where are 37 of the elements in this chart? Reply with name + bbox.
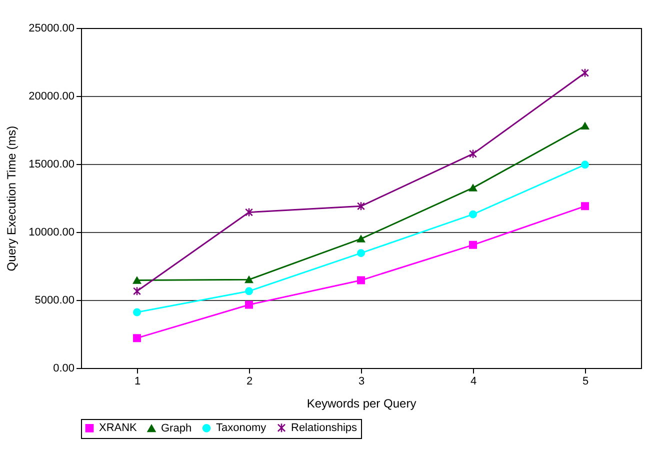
y-tick-label: 15000.00 [28,158,74,170]
point [132,286,142,296]
y-tick-label: 20000.00 [28,90,74,102]
x-tick-label: 4 [470,376,477,388]
point [356,235,366,242]
y-tick-label: 5000.00 [34,294,74,306]
point [468,149,478,158]
point [468,240,478,249]
point [356,201,366,211]
point [132,276,142,284]
y-axis-title: Query Execution Time (ms) [4,126,19,272]
x-tick-label: 5 [582,376,589,388]
legend-label: XRANK [99,422,138,434]
y-tick-label: 25000.00 [28,22,74,34]
point [468,210,478,218]
point [580,202,590,210]
legend-label: Graph [161,422,192,434]
legend-label: Relationships [291,422,358,434]
point [356,276,366,284]
point [244,287,254,296]
x-axis-title: Keywords per Query [306,396,416,410]
point [132,308,142,316]
point [580,122,590,130]
point [356,249,366,258]
point [244,276,254,284]
x-tick-label: 3 [358,376,365,388]
y-tick-label: 10000.00 [28,226,74,238]
point [244,208,254,217]
x-tick-label: 2 [246,376,253,388]
point [244,300,254,309]
y-tick-label: 0.00 [53,362,74,374]
point [132,334,142,342]
point [580,68,590,78]
point [580,160,590,169]
x-tick-label: 1 [134,376,141,388]
legend-label: Taxonomy [216,422,267,434]
point [468,184,478,192]
